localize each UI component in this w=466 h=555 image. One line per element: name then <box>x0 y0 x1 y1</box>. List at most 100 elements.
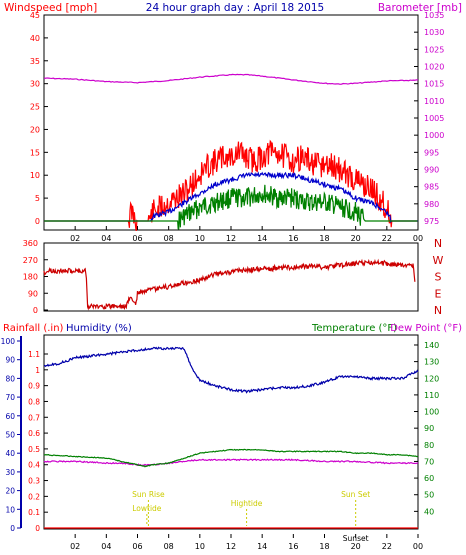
climate-x-tick-label: 16 <box>288 542 298 551</box>
temperature-y-tick-label: 130 <box>424 358 439 367</box>
barometer-y-tick-label: 975 <box>424 217 439 226</box>
chart-title: 24 hour graph day : April 18 2015 <box>146 2 324 14</box>
temperature-y-tick-label: 120 <box>424 374 439 383</box>
humidity-y-tick-label: 50 <box>5 431 15 440</box>
event-annotation-label: Sunset <box>343 534 369 543</box>
climate-x-tick-label: 02 <box>70 542 80 551</box>
direction-y-tick-label: 270 <box>23 256 38 265</box>
rain-y-tick-label: 0 <box>35 524 40 533</box>
wind-x-tick-label: 10 <box>195 234 205 243</box>
climate-x-tick-label: 00 <box>413 542 423 551</box>
humidity-y-tick-label: 40 <box>5 449 15 458</box>
climate-panel-frame <box>43 334 419 530</box>
rain-y-tick-label: 0.2 <box>28 492 40 501</box>
climate-x-tick-label: 20 <box>351 542 361 551</box>
barometer-y-tick-label: 985 <box>424 183 439 192</box>
wind-y-tick-label: 30 <box>30 80 40 89</box>
climate-x-tick-label: 22 <box>382 542 392 551</box>
barometer-y-tick-label: 995 <box>424 148 439 157</box>
wind-y-tick-label: 10 <box>30 171 40 180</box>
rain-y-tick-label: 0.1 <box>28 508 40 517</box>
humidity-y-tick-label: 30 <box>5 468 15 477</box>
wind-y-tick-label: 15 <box>30 148 40 157</box>
barometer-y-tick-label: 1025 <box>424 45 444 54</box>
temperature-y-tick-label: 100 <box>424 408 439 417</box>
wind-x-tick-label: 08 <box>164 234 174 243</box>
wind-x-tick-label: 14 <box>257 234 267 243</box>
humidity-y-tick-label: 10 <box>5 505 15 514</box>
wind-y-tick-label: 45 <box>30 11 40 20</box>
temperature-y-tick-label: 50 <box>424 491 434 500</box>
temperature-y-tick-label: 90 <box>424 424 434 433</box>
event-annotation-label: Lowtide <box>132 504 162 513</box>
rain-y-tick-label: 1 <box>35 366 40 375</box>
wind-x-tick-label: 02 <box>70 234 80 243</box>
barometer-y-tick-label: 980 <box>424 200 439 209</box>
rain-y-tick-label: 0.8 <box>28 397 40 406</box>
barometer-y-tick-label: 1035 <box>424 11 444 20</box>
compass-label: E <box>435 287 442 300</box>
humidity-y-tick-label: 90 <box>5 356 15 365</box>
wind-x-tick-label: 12 <box>226 234 236 243</box>
temperature-y-tick-label: 70 <box>424 457 434 466</box>
wind-y-tick-label: 20 <box>30 125 40 134</box>
wind-y-tick-label: 35 <box>30 57 40 66</box>
rain-y-tick-label: 0.5 <box>28 445 40 454</box>
wind-x-tick-label: 18 <box>319 234 329 243</box>
temperature-y-tick-label: 80 <box>424 441 434 450</box>
rain-y-tick-label: 0.4 <box>28 461 40 470</box>
dewpoint-line <box>43 458 419 467</box>
barometer-line <box>43 73 419 85</box>
humidity-line <box>43 346 419 394</box>
wind-y-tick-label: 5 <box>35 194 40 203</box>
wind-direction-line <box>43 258 416 311</box>
rainfall-axis-label: Rainfall (.in) <box>3 323 64 334</box>
direction-y-tick-label: 90 <box>28 289 38 298</box>
event-annotation-label: Sun Rise <box>132 490 165 499</box>
temperature-y-tick-label: 140 <box>424 341 439 350</box>
rain-y-tick-label: 1.1 <box>28 350 40 359</box>
humidity-axis-label: Humidity (%) <box>66 323 132 334</box>
barometer-y-tick-label: 1020 <box>424 63 444 72</box>
wind-y-tick-label: 40 <box>30 34 40 43</box>
direction-y-tick-label: 360 <box>23 239 38 248</box>
temperature-line <box>43 448 419 468</box>
barometer-y-tick-label: 1015 <box>424 80 444 89</box>
humidity-y-tick-label: 100 <box>1 337 16 346</box>
compass-label: N <box>434 237 442 250</box>
windspeed-axis-label: Windspeed [mph] <box>4 2 97 14</box>
event-annotation-label: Hightide <box>231 499 263 508</box>
barometer-y-tick-label: 1030 <box>424 28 444 37</box>
rain-y-tick-label: 0.6 <box>28 429 40 438</box>
rain-y-tick-label: 0.7 <box>28 413 40 422</box>
wind-x-tick-label: 20 <box>351 234 361 243</box>
direction-y-tick-label: 0 <box>33 306 38 315</box>
compass-label: S <box>435 271 442 284</box>
barometer-axis-label: Barometer [mb] <box>378 2 462 14</box>
climate-x-tick-label: 06 <box>132 542 142 551</box>
climate-x-tick-label: 14 <box>257 542 267 551</box>
compass-label: W <box>433 254 444 267</box>
temperature-y-tick-label: 40 <box>424 507 434 516</box>
humidity-y-tick-label: 80 <box>5 374 15 383</box>
climate-x-tick-label: 08 <box>164 542 174 551</box>
climate-x-tick-label: 10 <box>195 542 205 551</box>
temperature-y-tick-label: 60 <box>424 474 434 483</box>
wind-x-tick-label: 00 <box>413 234 423 243</box>
compass-label: N <box>434 304 442 317</box>
rain-y-tick-label: 0.9 <box>28 382 40 391</box>
dewpoint-axis-label: Dew Point (°F) <box>390 323 462 334</box>
wind-x-tick-label: 22 <box>382 234 392 243</box>
wind-barometer-panel: 0510152025303540459759809859909951000100… <box>30 11 445 243</box>
barometer-y-tick-label: 990 <box>424 166 439 175</box>
humidity-temperature-panel: 0 10 20 30 40 50 60 70 80 90 10 00 0.1 0.2 0.3 0.4 0.5 0.… <box>1 336 439 551</box>
wind-x-tick-label: 16 <box>288 234 298 243</box>
wind-speed-line <box>44 184 418 230</box>
direction-y-tick-label: 180 <box>23 273 38 282</box>
rain-y-tick-label: 0.3 <box>28 477 40 486</box>
wind-x-tick-label: 04 <box>101 234 111 243</box>
wind-gust-line <box>44 139 418 232</box>
